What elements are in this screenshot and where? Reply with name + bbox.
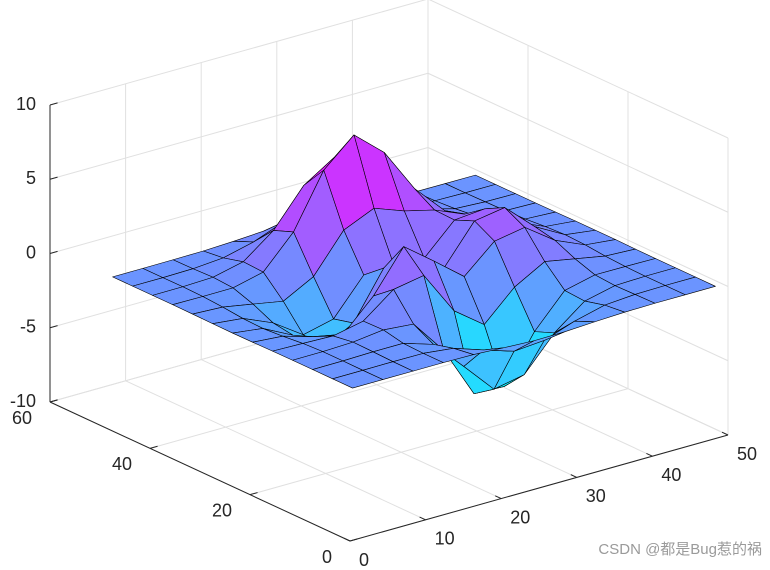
grid-line xyxy=(427,72,729,213)
z-tick-label: -10 xyxy=(10,391,36,411)
z-tick xyxy=(49,176,58,180)
x-tick-label: 0 xyxy=(359,550,369,570)
surface xyxy=(112,134,716,395)
x-tick-label: 10 xyxy=(435,529,455,549)
x-tick xyxy=(419,516,426,521)
tick-labels: 0 10 20 30 40 50 0 20 40 60-10 -5 0 5 10 xyxy=(10,94,757,570)
x-axis xyxy=(349,434,729,542)
x-tick-label: 30 xyxy=(586,486,606,506)
y-tick-label: 0 xyxy=(322,547,332,567)
z-tick xyxy=(49,399,58,403)
x-tick xyxy=(646,452,653,457)
z-tick xyxy=(49,102,58,106)
grid-line xyxy=(125,380,426,521)
y-tick-label: 40 xyxy=(112,454,132,474)
x-tick xyxy=(721,431,729,436)
z-tick-label: 10 xyxy=(16,94,36,114)
y-tick-label: 20 xyxy=(212,500,232,520)
grid-line xyxy=(200,359,502,500)
x-tick xyxy=(494,495,502,500)
x-tick xyxy=(343,537,351,542)
grid-line xyxy=(249,388,629,496)
x-tick-label: 50 xyxy=(737,444,757,464)
z-tick xyxy=(49,250,58,254)
grid-line xyxy=(428,0,729,139)
y-tick-label: 60 xyxy=(12,408,32,428)
axes xyxy=(49,102,729,542)
z-tick xyxy=(49,325,58,329)
grid-line xyxy=(49,72,429,180)
watermark: CSDN @都是Bug惹的祸 xyxy=(598,541,762,558)
surface-patch xyxy=(332,370,384,389)
y-tick xyxy=(349,538,358,542)
z-tick-label: -5 xyxy=(20,317,36,337)
grid-line xyxy=(49,0,427,106)
x-tick xyxy=(570,474,578,478)
z-tick-label: 5 xyxy=(26,168,36,188)
y-tick xyxy=(149,445,158,449)
y-tick xyxy=(249,492,258,496)
x-tick-label: 20 xyxy=(510,507,530,527)
z-tick-label: 0 xyxy=(26,242,36,262)
x-tick-label: 40 xyxy=(661,465,681,485)
grid-line xyxy=(427,147,729,287)
y-axis xyxy=(49,401,351,542)
